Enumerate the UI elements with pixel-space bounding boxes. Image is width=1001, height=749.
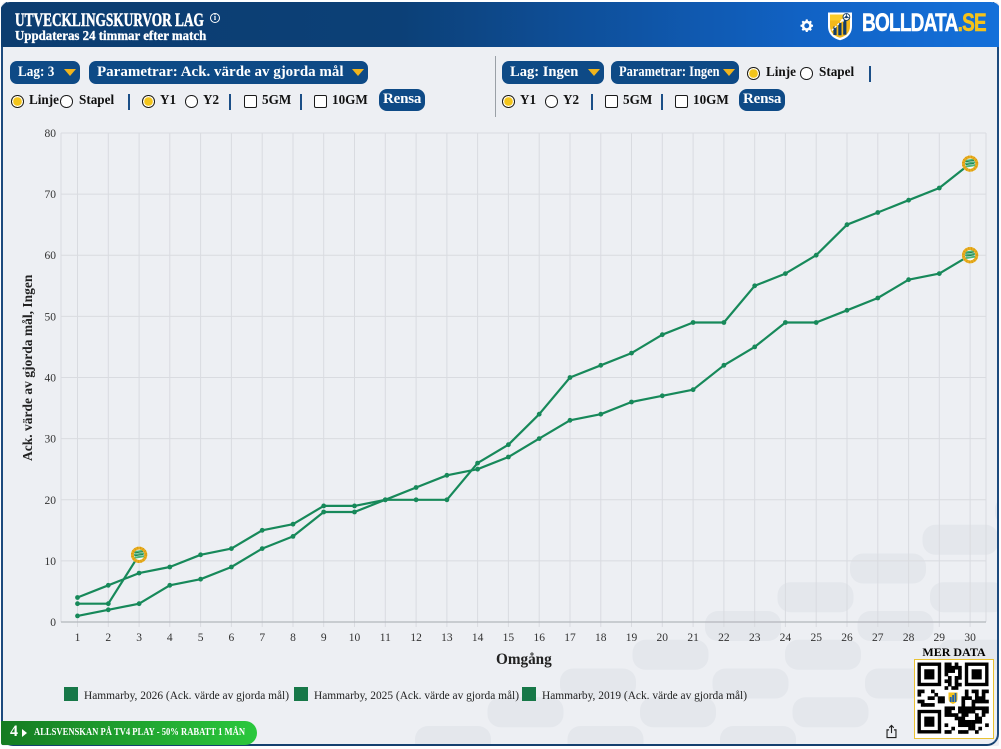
- svg-text:80: 80: [45, 128, 57, 140]
- svg-text:60: 60: [45, 250, 57, 262]
- svg-text:16: 16: [533, 632, 545, 644]
- svg-text:11: 11: [380, 632, 391, 644]
- svg-text:24: 24: [780, 632, 792, 644]
- svg-text:9: 9: [321, 632, 327, 644]
- svg-text:28: 28: [903, 632, 915, 644]
- svg-text:19: 19: [626, 632, 638, 644]
- svg-text:10: 10: [45, 556, 57, 568]
- svg-text:40: 40: [45, 373, 57, 385]
- svg-text:2: 2: [105, 632, 111, 644]
- svg-text:23: 23: [749, 632, 761, 644]
- svg-text:30: 30: [45, 434, 57, 446]
- svg-text:15: 15: [503, 632, 515, 644]
- svg-text:14: 14: [472, 632, 484, 644]
- svg-text:26: 26: [841, 632, 853, 644]
- svg-text:13: 13: [441, 632, 453, 644]
- svg-text:29: 29: [934, 632, 946, 644]
- svg-text:10: 10: [349, 632, 361, 644]
- svg-text:0: 0: [50, 617, 56, 629]
- svg-text:17: 17: [564, 632, 576, 644]
- svg-text:12: 12: [410, 632, 422, 644]
- svg-text:22: 22: [718, 632, 730, 644]
- svg-text:27: 27: [872, 632, 884, 644]
- svg-text:25: 25: [810, 632, 822, 644]
- svg-text:18: 18: [595, 632, 607, 644]
- svg-text:6: 6: [229, 632, 235, 644]
- svg-text:3: 3: [136, 632, 142, 644]
- svg-text:30: 30: [964, 632, 976, 644]
- svg-text:21: 21: [687, 632, 699, 644]
- svg-text:50: 50: [45, 311, 57, 323]
- svg-text:4: 4: [167, 632, 173, 644]
- svg-text:7: 7: [259, 632, 265, 644]
- svg-text:1: 1: [75, 632, 81, 644]
- svg-text:8: 8: [290, 632, 296, 644]
- svg-text:20: 20: [657, 632, 669, 644]
- svg-text:20: 20: [45, 495, 57, 507]
- svg-text:5: 5: [198, 632, 204, 644]
- svg-text:70: 70: [45, 189, 57, 201]
